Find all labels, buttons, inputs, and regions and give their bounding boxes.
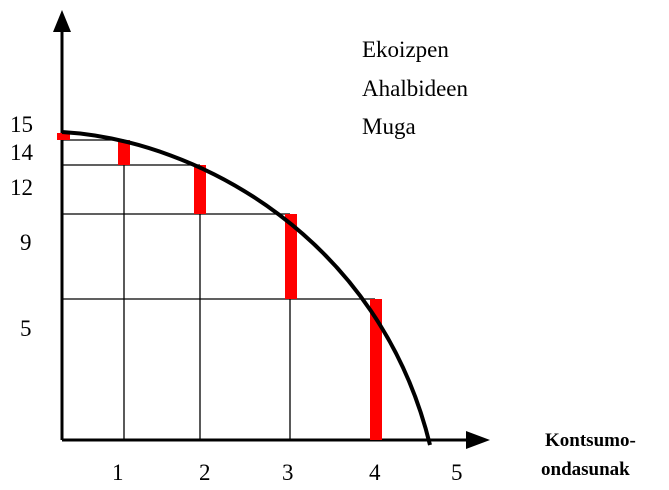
red-bar [285, 214, 297, 299]
x-label: 5 [451, 460, 463, 485]
y-label: 9 [20, 230, 32, 255]
x-axis-label: Kontsumo- [545, 430, 636, 451]
x-axis-label: ondasunak [541, 459, 630, 480]
frontier-curve [61, 130, 432, 446]
curve-label: Ahalbideen [362, 76, 469, 101]
opportunity-costs [57, 133, 382, 440]
y-label: 12 [10, 175, 33, 200]
x-arrow [466, 431, 490, 449]
curve-label: Ekoizpen [362, 37, 449, 62]
grid [62, 139, 376, 440]
y-label: 14 [10, 140, 34, 165]
y-arrow [53, 10, 71, 32]
x-label: 4 [369, 460, 381, 485]
x-label: 2 [199, 460, 211, 485]
y-label: 5 [20, 316, 32, 341]
x-label: 1 [112, 460, 124, 485]
red-bar [57, 133, 70, 140]
y-label: 15 [10, 112, 33, 137]
curve-label: Muga [362, 114, 416, 139]
red-bar [118, 140, 130, 165]
x-label: 3 [282, 460, 294, 485]
red-bar [194, 165, 206, 214]
red-bar [370, 299, 382, 440]
